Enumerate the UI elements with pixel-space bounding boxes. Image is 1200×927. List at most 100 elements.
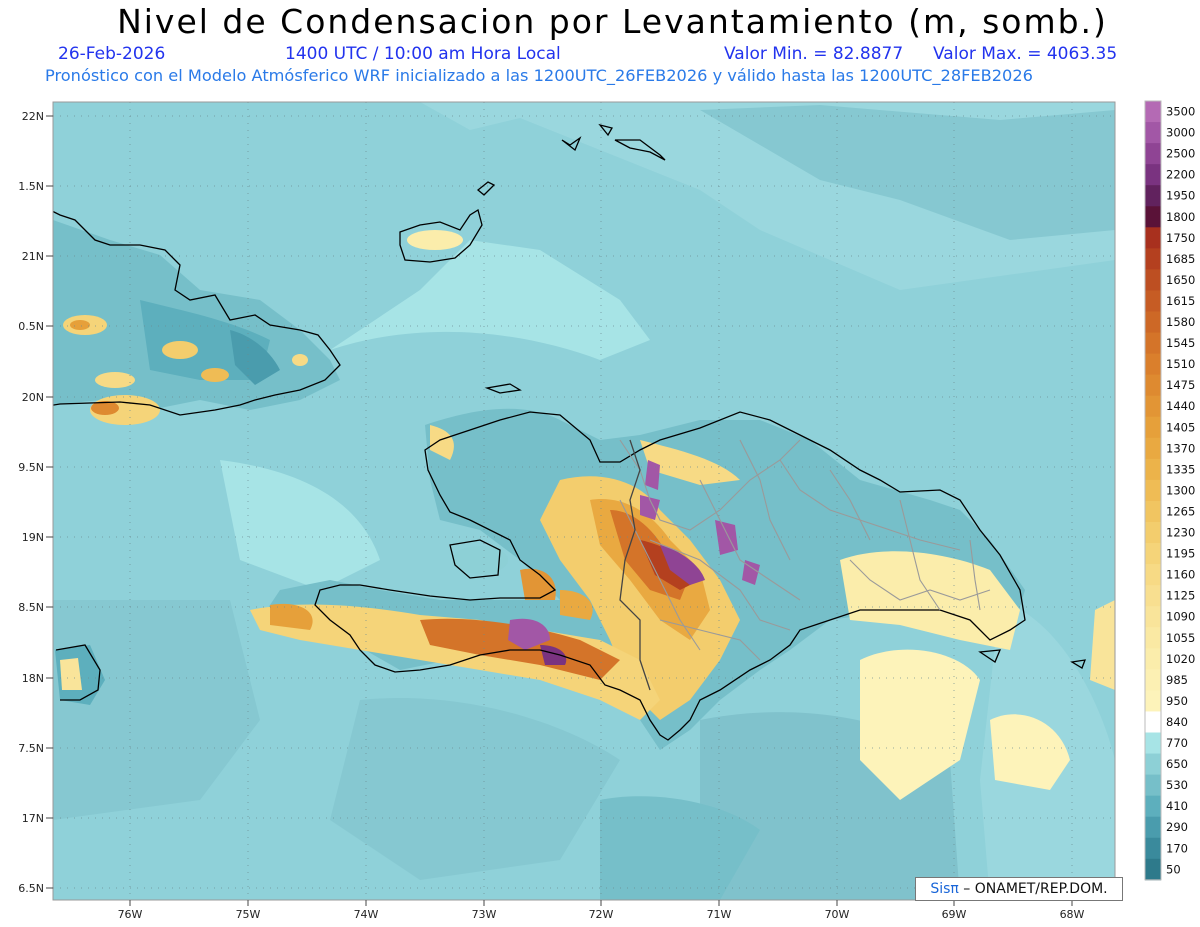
- colorbar-label: 1090: [1166, 610, 1195, 624]
- lat-label: 19N: [22, 531, 44, 544]
- colorbar-label: 290: [1166, 820, 1188, 834]
- min-value-label: Valor Min. = 82.8877: [724, 44, 904, 64]
- date-label: 26-Feb-2026: [58, 44, 166, 64]
- colorbar-swatch: [1145, 290, 1161, 312]
- colorbar-swatch: [1145, 248, 1161, 270]
- colorbar-label: 50: [1166, 862, 1181, 876]
- colorbar-label: 1650: [1166, 273, 1195, 287]
- colorbar-label: 770: [1166, 736, 1188, 750]
- colorbar-swatch: [1145, 143, 1161, 165]
- colorbar-label: 1370: [1166, 441, 1195, 455]
- lat-label: 9.5N: [18, 461, 44, 474]
- colorbar: 3500 3000 2500 2200 1950 1800 1750 1685 1650 1615…: [1144, 100, 1195, 881]
- colorbar-swatch: [1145, 669, 1161, 691]
- colorbar-swatch: [1145, 458, 1161, 481]
- colorbar-swatch: [1145, 795, 1161, 818]
- colorbar-swatch: [1145, 606, 1161, 628]
- lon-label: 76W: [118, 908, 143, 921]
- colorbar-label: 1800: [1166, 210, 1195, 224]
- lon-label: 68W: [1060, 908, 1085, 921]
- colorbar-label: 3000: [1166, 126, 1195, 140]
- colorbar-swatch: [1145, 837, 1161, 860]
- colorbar-swatch: [1145, 500, 1161, 523]
- colorbar-swatch: [1145, 690, 1161, 712]
- colorbar-swatch: [1145, 353, 1161, 376]
- lat-label: 1.5N: [18, 180, 44, 193]
- colorbar-swatch: [1145, 395, 1161, 418]
- colorbar-swatch: [1145, 437, 1161, 460]
- colorbar-swatch: [1145, 522, 1161, 544]
- colorbar-swatch: [1145, 206, 1161, 228]
- lat-label: 7.5N: [18, 742, 44, 755]
- colorbar-label: 1300: [1166, 483, 1195, 497]
- colorbar-label: 840: [1166, 715, 1188, 729]
- colorbar-label: 985: [1166, 673, 1188, 687]
- colorbar-label: 1230: [1166, 526, 1195, 540]
- colorbar-label: 530: [1166, 778, 1188, 792]
- colorbar-swatch: [1145, 732, 1161, 755]
- lat-label: 17N: [22, 812, 44, 825]
- colorbar-label: 1195: [1166, 547, 1195, 561]
- colorbar-swatch: [1145, 648, 1161, 670]
- colorbar-label: 1020: [1166, 652, 1195, 666]
- colorbar-label: 1405: [1166, 420, 1195, 434]
- colorbar-swatch: [1145, 711, 1161, 733]
- colorbar-label: 1615: [1166, 294, 1195, 308]
- latitude-axis: 22N 1.5N 21N 0.5N 20N 9.5N 19N 8.5N 18N …: [18, 110, 53, 895]
- lat-label: 18N: [22, 672, 44, 685]
- colorbar-swatch: [1145, 374, 1161, 397]
- lat-label: 20N: [22, 391, 44, 404]
- colorbar-label: 1685: [1166, 252, 1195, 266]
- colorbar-swatch: [1145, 227, 1161, 249]
- colorbar-label: 1055: [1166, 631, 1195, 645]
- colorbar-label: 650: [1166, 757, 1188, 771]
- colorbar-swatch: [1145, 416, 1161, 439]
- colorbar-label: 1440: [1166, 399, 1195, 413]
- lon-label: 74W: [354, 908, 379, 921]
- lat-label: 21N: [22, 250, 44, 263]
- colorbar-swatch: [1145, 543, 1161, 565]
- max-value-label: Valor Max. = 4063.35: [933, 44, 1118, 64]
- colorbar-label: 1160: [1166, 568, 1195, 582]
- colorbar-swatch: [1145, 311, 1161, 334]
- colorbar-swatch: [1145, 585, 1161, 607]
- colorbar-swatch: [1145, 269, 1161, 291]
- colorbar-swatch: [1145, 627, 1161, 649]
- longitude-axis: 76W 75W 74W 73W 72W 71W 70W 69W 68W: [118, 900, 1085, 921]
- colorbar-swatch: [1145, 332, 1161, 355]
- colorbar-swatch: [1145, 858, 1161, 881]
- lat-label: 8.5N: [18, 601, 44, 614]
- time-label: 1400 UTC / 10:00 am Hora Local: [285, 44, 561, 64]
- lat-label: 6.5N: [18, 882, 44, 895]
- map-panel: [53, 102, 1115, 900]
- colorbar-label: 1265: [1166, 504, 1195, 518]
- model-info-label: Pronóstico con el Modelo Atmósferico WRF…: [45, 66, 1033, 85]
- credit-box: Sisπ – ONAMET/REP.DOM.: [915, 877, 1123, 901]
- lon-label: 72W: [589, 908, 614, 921]
- colorbar-swatch: [1145, 564, 1161, 586]
- colorbar-swatch: [1145, 185, 1161, 207]
- colorbar-label: 1475: [1166, 378, 1195, 392]
- colorbar-label: 410: [1166, 799, 1188, 813]
- credit-text: – ONAMET/REP.DOM.: [958, 881, 1108, 897]
- colorbar-label: 2500: [1166, 147, 1195, 161]
- lon-label: 70W: [825, 908, 850, 921]
- lon-label: 73W: [472, 908, 497, 921]
- colorbar-label: 170: [1166, 841, 1188, 855]
- colorbar-label: 1125: [1166, 589, 1195, 603]
- colorbar-swatch: [1145, 479, 1161, 502]
- colorbar-swatch: [1145, 774, 1161, 797]
- colorbar-swatch: [1145, 753, 1161, 776]
- colorbar-swatch: [1145, 816, 1161, 839]
- lon-label: 75W: [236, 908, 261, 921]
- colorbar-swatch: [1145, 164, 1161, 186]
- lat-label: 22N: [22, 110, 44, 123]
- lon-label: 71W: [707, 908, 732, 921]
- lat-label: 0.5N: [18, 320, 44, 333]
- colorbar-label: 1335: [1166, 462, 1195, 476]
- colorbar-label: 1510: [1166, 357, 1195, 371]
- sispi-logo-text: Sisπ: [930, 881, 959, 897]
- colorbar-label: 1545: [1166, 336, 1195, 350]
- colorbar-label: 3500: [1166, 105, 1195, 119]
